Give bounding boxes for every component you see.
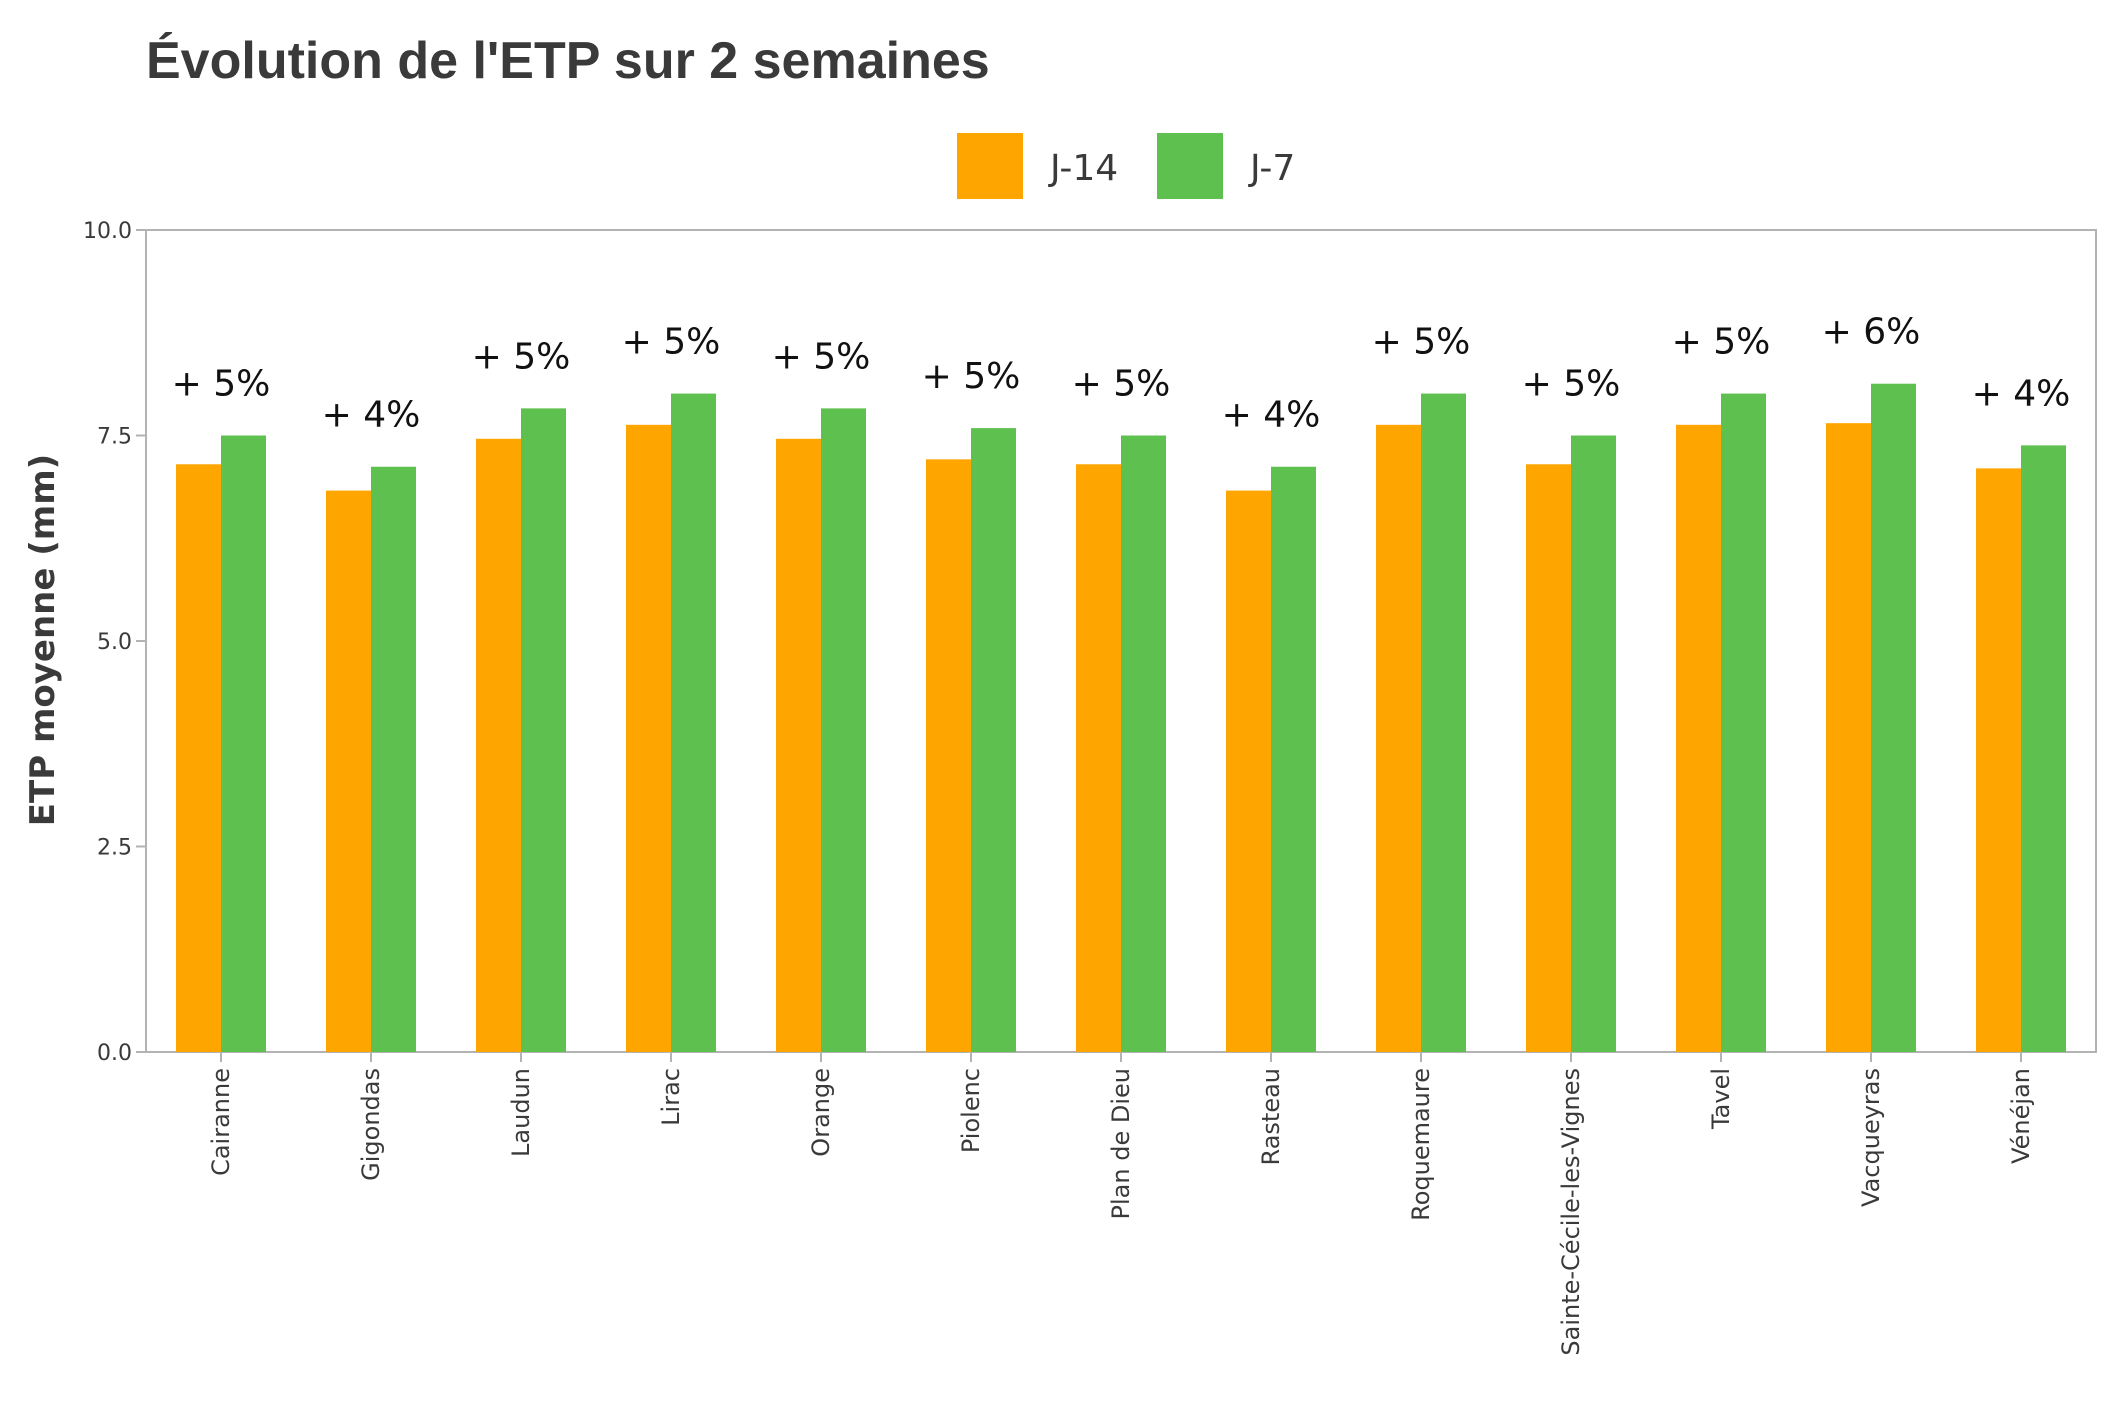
x-tick-label: Plan de Dieu [1107,1068,1135,1219]
annotations: + 5% + 4% + 5% + 5% + 5% + 5% + 5% + 4% + 5% + 5%… [172,312,2071,436]
bar-j14 [1376,424,1421,1053]
bar-j7 [1271,466,1316,1053]
bar-j7 [1871,383,1916,1052]
x-tick-label: Roquemaure [1407,1068,1435,1221]
bar-j14 [1226,490,1271,1053]
bar-j7 [1571,435,1616,1052]
bar-j14 [1076,464,1121,1052]
change-annotation: + 5% [1522,364,1621,405]
x-tick-label: Tavel [1707,1068,1735,1130]
x-tick-label: Lirac [657,1068,685,1126]
bar-j7 [1421,393,1466,1052]
y-axis: 0.0 2.5 5.0 7.5 10.0 [83,219,146,1066]
bar-j7 [1721,393,1766,1052]
change-annotation: + 4% [1222,395,1321,436]
bar-j14 [326,490,371,1053]
change-annotation: + 5% [922,356,1021,397]
y-tick-label: 7.5 [97,425,132,450]
bar-j7 [521,408,566,1052]
bar-j7 [971,428,1016,1052]
change-annotation: + 5% [622,322,721,363]
x-tick-label: Gigondas [357,1068,385,1181]
bar-j14 [1976,468,2021,1052]
bar-j14 [1826,423,1871,1052]
y-tick-label: 0.0 [97,1041,132,1066]
x-tick-label: Vénéjan [2007,1068,2035,1164]
x-tick-label: Vacqueyras [1857,1068,1885,1207]
bar-j7 [2021,445,2066,1052]
change-annotation: + 4% [1972,373,2071,414]
change-annotation: + 5% [472,336,571,377]
bar-j14 [776,438,821,1053]
chart-title: Évolution de l'ETP sur 2 semaines [146,32,990,90]
legend-label-j7: J-7 [1248,148,1295,189]
change-annotation: + 5% [1072,364,1171,405]
change-annotation: + 6% [1822,312,1921,353]
x-tick-label: Cairanne [207,1068,235,1176]
change-annotation: + 5% [772,336,871,377]
change-annotation: + 5% [1372,322,1471,363]
bar-j14 [1526,464,1571,1052]
y-tick-label: 5.0 [97,630,132,655]
bars [176,383,2066,1053]
change-annotation: + 4% [322,395,421,436]
bar-j14 [176,464,221,1052]
x-tick-label: Piolenc [957,1068,985,1153]
bar-j7 [371,466,416,1053]
bar-j14 [476,438,521,1053]
change-annotation: + 5% [1672,322,1771,363]
x-tick-label: Laudun [507,1068,535,1157]
x-tick-label: Sainte-Cécile-les-Vignes [1557,1068,1585,1356]
x-tick-label: Orange [807,1068,835,1157]
bar-j7 [671,393,716,1052]
bar-j7 [1121,435,1166,1052]
change-annotation: + 5% [172,364,271,405]
x-axis: Cairanne Gigondas Laudun Lirac Orange Piolenc… [207,1052,2035,1356]
bar-j7 [821,408,866,1052]
bar-j14 [926,459,971,1052]
y-axis-label: ETP moyenne (mm) [23,454,63,826]
legend-swatch-j7 [1157,133,1223,199]
y-tick-label: 10.0 [83,219,132,244]
legend: J-14 J-7 [957,133,1295,199]
bar-j14 [626,424,671,1053]
legend-label-j14: J-14 [1048,148,1118,189]
y-tick-label: 2.5 [97,836,132,861]
legend-swatch-j14 [957,133,1023,199]
bar-j14 [1676,424,1721,1053]
bar-j7 [221,435,266,1052]
x-tick-label: Rasteau [1257,1068,1285,1165]
